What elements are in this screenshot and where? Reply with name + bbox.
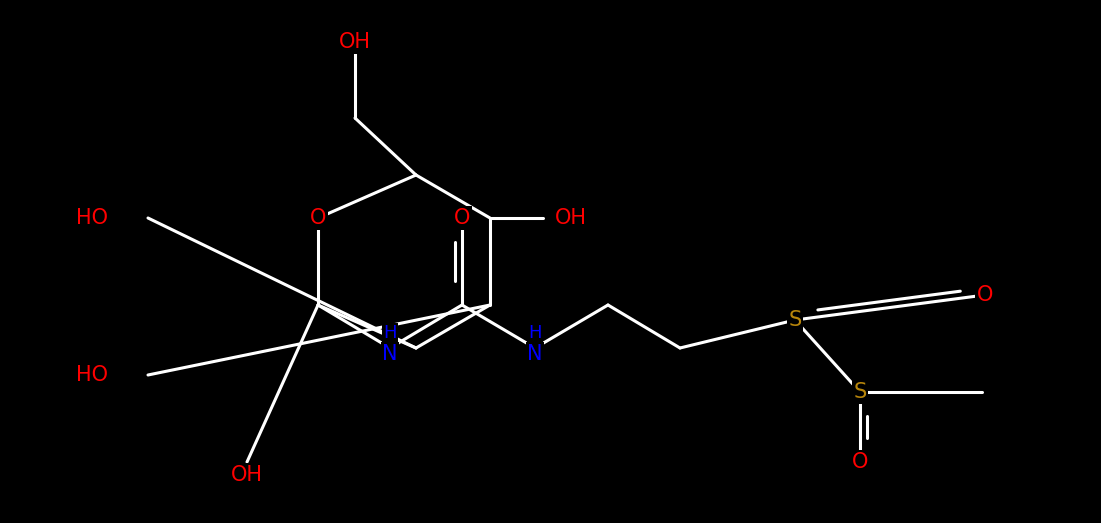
Text: H: H bbox=[383, 324, 396, 342]
Text: HO: HO bbox=[76, 365, 108, 385]
Text: H: H bbox=[528, 324, 542, 342]
Text: O: O bbox=[454, 208, 470, 228]
Text: S: S bbox=[788, 310, 802, 330]
Text: S: S bbox=[853, 382, 866, 402]
Text: OH: OH bbox=[231, 465, 263, 485]
Text: OH: OH bbox=[555, 208, 587, 228]
Text: OH: OH bbox=[339, 32, 371, 52]
Text: HO: HO bbox=[76, 208, 108, 228]
Text: O: O bbox=[977, 285, 993, 305]
Text: N: N bbox=[382, 344, 397, 364]
Text: O: O bbox=[852, 452, 869, 472]
Text: N: N bbox=[527, 344, 543, 364]
Text: O: O bbox=[309, 208, 326, 228]
